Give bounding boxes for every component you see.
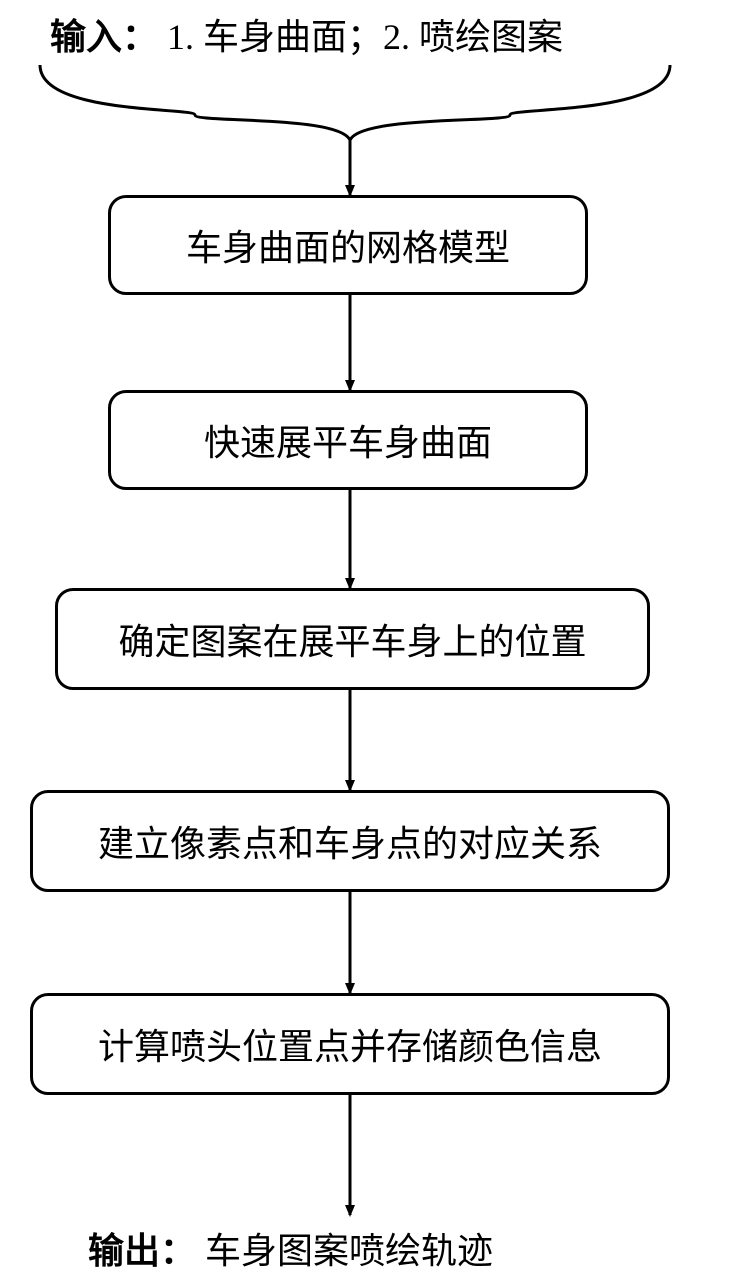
flow-node-2: 快速展平车身曲面	[108, 390, 588, 490]
input-label: 输入：	[50, 17, 158, 57]
output-line: 输出： 车身图案喷绘轨迹	[88, 1222, 493, 1274]
flow-node-1: 车身曲面的网格模型	[108, 195, 588, 295]
input-line: 输入： 1. 车身曲面；2. 喷绘图案	[50, 8, 563, 60]
flow-node-label: 确定图案在展平车身上的位置	[118, 613, 586, 665]
flow-node-5: 计算喷头位置点并存储颜色信息	[30, 993, 670, 1095]
flow-node-label: 建立像素点和车身点的对应关系	[98, 815, 602, 867]
output-text: 车身图案喷绘轨迹	[205, 1231, 493, 1271]
flow-node-label: 计算喷头位置点并存储颜色信息	[98, 1018, 602, 1070]
flow-node-4: 建立像素点和车身点的对应关系	[30, 790, 670, 892]
flow-node-label: 快速展平车身曲面	[204, 414, 492, 466]
input-text: 1. 车身曲面；2. 喷绘图案	[167, 17, 563, 57]
flow-node-3: 确定图案在展平车身上的位置	[55, 588, 650, 690]
flowchart-container: 输入： 1. 车身曲面；2. 喷绘图案 车身曲面的网格模型快速展平车身曲面确定图…	[0, 0, 754, 1280]
output-label: 输出：	[88, 1231, 196, 1271]
curly-brace	[40, 65, 670, 140]
flow-node-label: 车身曲面的网格模型	[186, 219, 510, 271]
